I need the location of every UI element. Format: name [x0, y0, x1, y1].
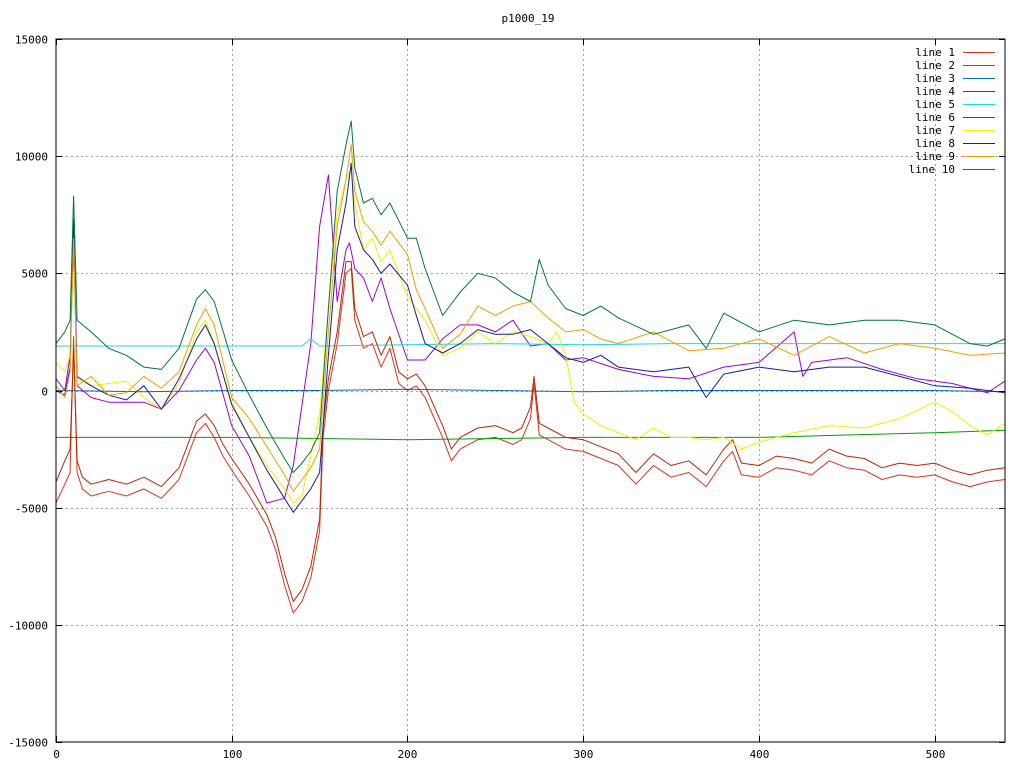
series-line-1 — [55, 268, 1006, 614]
legend-label: line 5 — [915, 98, 955, 111]
axis-layer: 0 100 200 300 400 500 -15000 -10000 -5000 0 5000 10… — [8, 34, 1005, 761]
y-tick-label: -5000 — [15, 503, 48, 516]
legend-label: line 7 — [915, 124, 955, 137]
legend-label: line 3 — [915, 72, 955, 85]
chart-title: p1000_19 — [502, 12, 555, 25]
legend-label: line 9 — [915, 150, 955, 163]
y-tick-label: -10000 — [8, 620, 48, 633]
legend-label: line 4 — [915, 85, 955, 98]
legend-label: line 10 — [909, 163, 955, 176]
series-layer — [55, 120, 1006, 614]
series-line-10 — [55, 120, 1006, 473]
series-line-6 — [55, 261, 1006, 602]
legend-label: line 6 — [915, 111, 955, 124]
y-tick-label: 10000 — [15, 151, 48, 164]
y-tick-label: -15000 — [8, 737, 48, 750]
x-tick-label: 0 — [53, 748, 60, 761]
series-line-8 — [55, 162, 1006, 513]
y-tick-label: 15000 — [15, 34, 48, 47]
x-tick-label: 200 — [398, 748, 418, 761]
x-tick-label: 100 — [223, 748, 243, 761]
series-line-9 — [55, 144, 1006, 492]
x-tick-label: 300 — [574, 748, 594, 761]
legend-label: line 1 — [915, 46, 955, 59]
series-line-3 — [55, 388, 1006, 393]
series-line-2 — [56, 429, 1006, 441]
plot-frame — [55, 38, 1006, 743]
x-tick-label: 500 — [926, 748, 946, 761]
series-line-7 — [55, 167, 1006, 504]
y-tick-label: 5000 — [22, 268, 49, 281]
legend-label: line 2 — [915, 59, 955, 72]
y-tick-label: 0 — [41, 386, 48, 399]
series-line-5 — [56, 338, 1005, 347]
legend-label: line 8 — [915, 137, 955, 150]
x-tick-label: 400 — [750, 748, 770, 761]
